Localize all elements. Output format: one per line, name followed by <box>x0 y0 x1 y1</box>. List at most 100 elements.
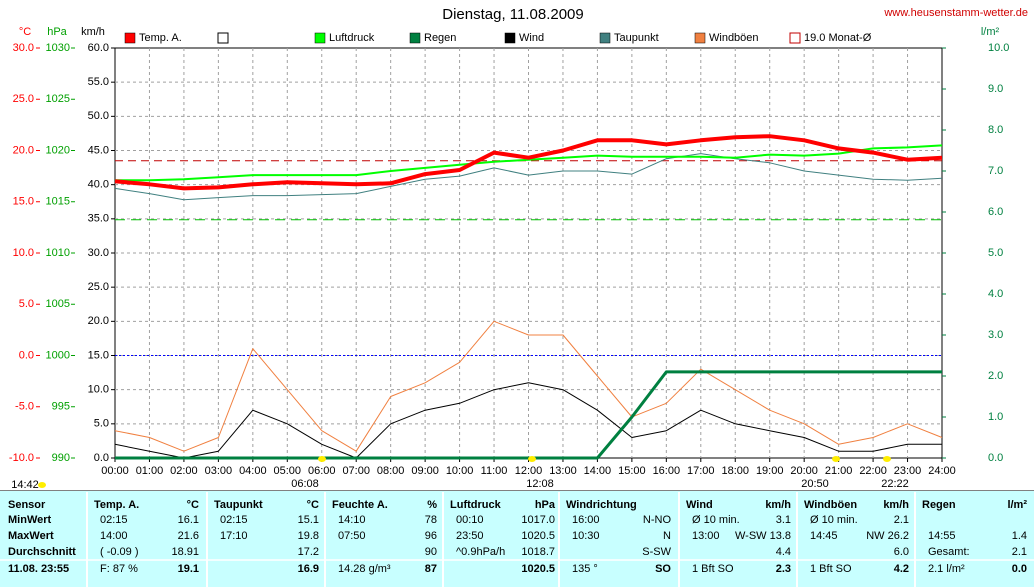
cell-value: 17.2 <box>298 546 319 558</box>
sun-marker <box>318 456 326 462</box>
x-tick-label: 22:00 <box>859 465 887 477</box>
x-tick-label: 13:00 <box>549 465 577 477</box>
column-header: Temp. A. <box>94 499 139 511</box>
row-label: Durchschnitt <box>8 546 76 558</box>
sun-marker <box>883 456 891 462</box>
column-unit: l/m² <box>1007 499 1027 511</box>
pressure-tick-label: 1025 <box>46 93 70 105</box>
column-unit: °C <box>307 499 319 511</box>
legend-label: Luftdruck <box>329 32 375 44</box>
pressure-tick-label: 1020 <box>46 144 70 156</box>
cell-label: 135 ° <box>572 563 598 575</box>
cell-label: 1 Bft SO <box>810 563 852 575</box>
temp-tick-label: 0.0 <box>19 349 34 361</box>
cell-label: 2.1 l/m² <box>928 563 965 575</box>
pressure-tick-label: 990 <box>52 452 70 464</box>
cell-label: 14.28 g/m³ <box>338 563 391 575</box>
cell-label: 02:15 <box>220 514 248 526</box>
column-unit: °C <box>187 499 199 511</box>
pressure-tick-label: 1000 <box>46 349 70 361</box>
x-tick-label: 19:00 <box>756 465 784 477</box>
legend-label: Wind <box>519 32 544 44</box>
cell-value: 4.4 <box>776 546 791 558</box>
x-tick-label: 17:00 <box>687 465 715 477</box>
rain-axis-label: l/m² <box>981 26 1000 38</box>
cell-value: 87 <box>425 563 437 575</box>
x-tick-label: 18:00 <box>721 465 749 477</box>
x-tick-label: 16:00 <box>653 465 681 477</box>
y-tick-label: 15.0 <box>88 349 109 361</box>
cell-label: 17:10 <box>220 530 248 542</box>
cell-value: 78 <box>425 514 437 526</box>
cell-label: 14:55 <box>928 530 956 542</box>
chart-title: Dienstag, 11.08.2009 <box>442 6 584 23</box>
cell-label: Ø 10 min. <box>692 514 740 526</box>
cell-value: W-SW 13.8 <box>735 530 791 542</box>
column-unit: hPa <box>535 499 556 511</box>
series-line <box>114 320 943 452</box>
cell-value: 15.1 <box>298 514 319 526</box>
temp-tick-label: -5.0 <box>15 401 34 413</box>
cell-value: 4.2 <box>894 563 909 575</box>
y-tick-label: 50.0 <box>88 110 109 122</box>
y-tick-label: 40.0 <box>88 179 109 191</box>
x-tick-label: 06:00 <box>308 465 336 477</box>
cell-value: 21.6 <box>178 530 199 542</box>
cell-value: 18.91 <box>171 546 199 558</box>
x-tick-label: 02:00 <box>170 465 198 477</box>
cell-label: F: 87 % <box>100 563 138 575</box>
cell-label: ( -0.09 ) <box>100 546 139 558</box>
annotation: 12:08 <box>526 478 554 490</box>
cell-value: 16.1 <box>178 514 199 526</box>
annotation: 20:50 <box>801 478 829 490</box>
rain-tick-label: 9.0 <box>988 83 1003 95</box>
x-tick-label: 14:00 <box>584 465 612 477</box>
column-header: Windrichtung <box>566 499 637 511</box>
legend-swatch <box>789 32 801 44</box>
column-unit: % <box>427 499 437 511</box>
cell-label: 23:50 <box>456 530 484 542</box>
cell-label: 14:00 <box>100 530 128 542</box>
legend-label: Taupunkt <box>614 32 659 44</box>
cell-label: 16:00 <box>572 514 600 526</box>
cell-value: 2.1 <box>1012 546 1027 558</box>
series-line <box>114 153 943 201</box>
pressure-tick-label: 995 <box>52 401 70 413</box>
x-tick-label: 11:00 <box>481 465 508 477</box>
rain-tick-label: 5.0 <box>988 247 1003 259</box>
legend-swatch <box>504 32 516 44</box>
x-tick-label: 03:00 <box>205 465 233 477</box>
cell-value: 1020.5 <box>521 530 555 542</box>
cell-value: 1018.7 <box>521 546 555 558</box>
cell-value: SO <box>655 563 671 575</box>
rain-tick-label: 6.0 <box>988 206 1003 218</box>
rain-tick-label: 1.0 <box>988 411 1003 423</box>
legend-swatch-empty <box>217 32 229 44</box>
cell-label: 14:10 <box>338 514 366 526</box>
legend-label: Windböen <box>709 32 759 44</box>
cell-value: NW 26.2 <box>866 530 909 542</box>
legend-swatch <box>409 32 421 44</box>
cell-label: ^0.9hPa/h <box>456 546 505 558</box>
rain-tick-label: 10.0 <box>988 42 1009 54</box>
cell-value: 1020.5 <box>521 563 555 575</box>
sun-marker <box>832 456 840 462</box>
pressure-tick-label: 1010 <box>46 247 70 259</box>
x-tick-label: 04:00 <box>239 465 267 477</box>
y-tick-label: 30.0 <box>88 247 109 259</box>
cell-value: 16.9 <box>298 563 319 575</box>
x-tick-label: 00:00 <box>101 465 129 477</box>
temp-tick-label: 25.0 <box>13 93 34 105</box>
x-tick-label: 05:00 <box>274 465 302 477</box>
temp-tick-label: 15.0 <box>13 196 34 208</box>
cell-value: 1017.0 <box>521 514 555 526</box>
x-tick-label: 01:00 <box>136 465 164 477</box>
temp-tick-label: 5.0 <box>19 298 34 310</box>
column-unit: km/h <box>883 499 909 511</box>
sun-marker <box>38 482 46 488</box>
series-line <box>114 382 942 459</box>
x-tick-label: 20:00 <box>790 465 818 477</box>
y-tick-label: 25.0 <box>88 281 109 293</box>
cell-label: 07:50 <box>338 530 366 542</box>
